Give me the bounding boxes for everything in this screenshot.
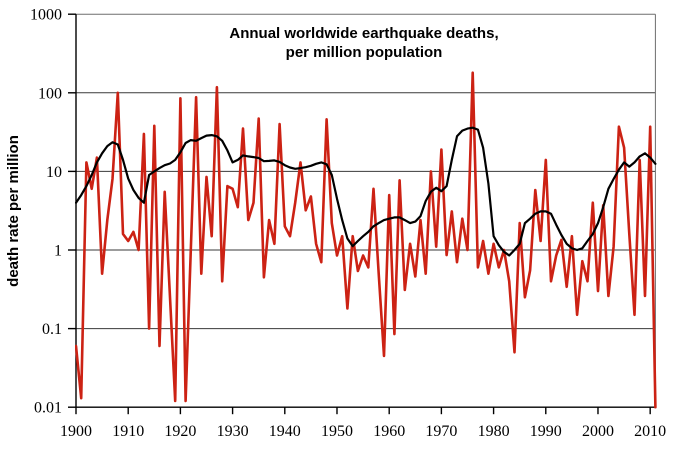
y-axis-ticks xyxy=(68,13,76,408)
series-line-smoothed xyxy=(75,126,657,257)
series-line-annual xyxy=(75,71,657,409)
x-axis-ticks xyxy=(75,407,651,415)
x-tick-label-2010: 2010 xyxy=(634,423,666,440)
x-tick-label-1990: 1990 xyxy=(530,423,562,440)
data-series xyxy=(75,71,657,409)
x-tick-label-1980: 1980 xyxy=(478,423,510,440)
y-tick-label-100: 100 xyxy=(38,85,62,102)
x-tick-label-1970: 1970 xyxy=(425,423,457,440)
y-axis-tick-labels: 1000 100 10 1 0.1 0.01 xyxy=(30,7,62,417)
chart-title-line2: per million population xyxy=(286,44,443,61)
plot-frame xyxy=(75,13,656,408)
x-tick-label-2000: 2000 xyxy=(582,423,614,440)
y-tick-label-1000: 1000 xyxy=(30,7,62,24)
y-tick-label-0.1: 0.1 xyxy=(42,321,62,338)
x-tick-label-1920: 1920 xyxy=(164,423,196,440)
y-axis-title: death rate per million xyxy=(5,135,22,287)
chart-title-line1: Annual worldwide earthquake deaths, xyxy=(229,25,498,42)
x-tick-label-1940: 1940 xyxy=(269,423,301,440)
y-tick-label-1: 1 xyxy=(54,243,62,260)
x-tick-label-1900: 1900 xyxy=(60,423,92,440)
y-tick-label-10: 10 xyxy=(46,164,62,181)
x-axis-tick-labels: 1900 1910 1920 1930 1940 1950 1960 1970 1980 1990… xyxy=(60,423,666,440)
x-tick-label-1960: 1960 xyxy=(373,423,405,440)
x-tick-label-1910: 1910 xyxy=(112,423,144,440)
x-tick-label-1930: 1930 xyxy=(217,423,249,440)
x-tick-label-1950: 1950 xyxy=(321,423,353,440)
y-tick-label-0.01: 0.01 xyxy=(34,400,62,417)
